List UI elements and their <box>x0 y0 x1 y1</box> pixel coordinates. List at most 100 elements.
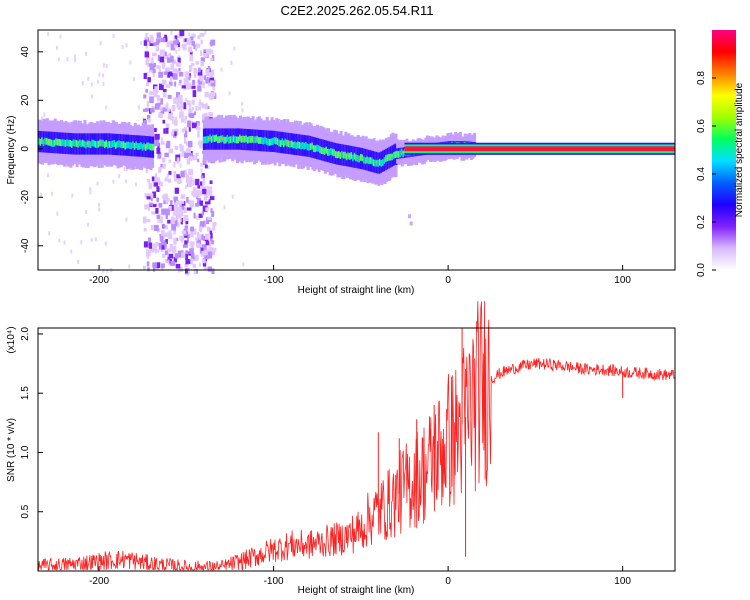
broadband-speckle <box>173 97 178 104</box>
broadband-speckle <box>209 189 212 195</box>
speckle <box>106 269 109 273</box>
broadband-speckle <box>177 178 181 184</box>
speckle <box>166 102 169 107</box>
broadband-speckle <box>190 226 195 232</box>
broadband-speckle <box>172 72 178 80</box>
broadband-speckle <box>160 38 166 42</box>
broadband-speckle <box>195 61 199 65</box>
speckle <box>204 30 207 35</box>
broadband-speckle <box>202 188 207 195</box>
broadband-speckle <box>197 67 201 73</box>
broadband-speckle <box>211 268 215 275</box>
broadband-speckle <box>197 123 200 128</box>
broadband-speckle <box>206 68 210 76</box>
broadband-speckle <box>160 141 165 145</box>
broadband-speckle <box>192 42 196 47</box>
ridge-core <box>267 138 271 146</box>
ridge-core <box>374 159 378 167</box>
broadband-speckle <box>186 196 189 203</box>
ridge-core <box>325 146 329 154</box>
broadband-speckle <box>152 191 156 198</box>
speckle <box>98 72 101 77</box>
speckle <box>102 268 105 273</box>
broadband-speckle <box>211 55 215 61</box>
broadband-speckle <box>176 222 180 228</box>
ridge-core <box>289 140 293 148</box>
speckle <box>166 173 169 178</box>
broadband-speckle <box>152 68 156 73</box>
broadband-speckle <box>152 128 157 133</box>
broadband-speckle <box>176 157 180 164</box>
broadband-speckle <box>206 248 211 255</box>
ridge-core <box>283 140 286 148</box>
speckle <box>188 32 191 37</box>
broadband-speckle <box>143 120 147 126</box>
speckle <box>112 179 115 184</box>
broadband-speckle <box>186 158 191 165</box>
speckle <box>179 163 182 168</box>
speckle <box>87 222 90 227</box>
broadband-speckle <box>187 75 191 81</box>
broadband-speckle <box>176 92 181 99</box>
broadband-speckle <box>195 127 201 131</box>
ridge-core <box>331 148 335 156</box>
broadband-speckle <box>149 91 154 96</box>
ridge-peak <box>99 142 102 145</box>
ridge-core <box>74 139 78 147</box>
broadband-speckle <box>185 141 191 147</box>
broadband-speckle <box>209 196 215 201</box>
broadband-speckle <box>180 170 185 178</box>
broadband-speckle <box>158 180 162 184</box>
ridge-core <box>356 155 360 162</box>
broadband-speckle <box>167 71 173 78</box>
broadband-speckle <box>152 262 158 268</box>
ridge-core <box>215 134 219 142</box>
broadband-speckle <box>194 228 197 235</box>
speckle <box>41 116 43 121</box>
broadband-speckle <box>143 72 147 79</box>
spectrogram-ytick-label: -40 <box>20 238 31 253</box>
ridge-core <box>253 136 257 144</box>
broadband-speckle <box>155 249 160 253</box>
broadband-speckle <box>188 259 192 264</box>
broadband-speckle <box>159 216 163 224</box>
broadband-speckle <box>191 99 195 105</box>
broadband-speckle <box>190 63 195 66</box>
colorbar-tick-label: 0.8 <box>696 71 707 85</box>
snr-ytick-label: 1.0 <box>20 445 31 459</box>
broadband-speckle <box>167 178 172 183</box>
speckle <box>94 237 97 242</box>
speckle <box>231 194 234 199</box>
broadband-speckle <box>187 181 192 188</box>
broadband-speckle <box>193 68 197 74</box>
broadband-speckle <box>162 60 166 68</box>
broadband-speckle <box>144 193 149 198</box>
ridge-peak <box>221 137 224 140</box>
ridge-core <box>75 140 79 147</box>
ridge-core <box>202 136 206 144</box>
ridge-core <box>276 138 280 145</box>
broadband-speckle <box>192 187 197 193</box>
broadband-speckle <box>199 221 204 228</box>
broadband-speckle <box>183 206 187 214</box>
broadband-speckle <box>189 200 194 208</box>
broadband-speckle <box>185 259 190 265</box>
speckle <box>199 262 202 267</box>
broadband-speckle <box>192 122 197 129</box>
broadband-speckle <box>200 57 205 62</box>
speckle <box>71 193 74 198</box>
broadband-speckle <box>190 253 195 260</box>
ridge-core <box>256 135 260 143</box>
broadband-speckle <box>179 180 182 184</box>
broadband-speckle <box>166 108 171 112</box>
broadband-speckle <box>168 205 172 211</box>
broadband-speckle <box>166 41 170 48</box>
broadband-speckle <box>200 39 203 45</box>
ridge-core <box>246 136 250 144</box>
speckle <box>66 57 69 62</box>
broadband-speckle <box>185 269 188 274</box>
broadband-speckle <box>201 114 205 121</box>
ridge-core <box>144 144 148 151</box>
broadband-speckle <box>188 65 193 71</box>
